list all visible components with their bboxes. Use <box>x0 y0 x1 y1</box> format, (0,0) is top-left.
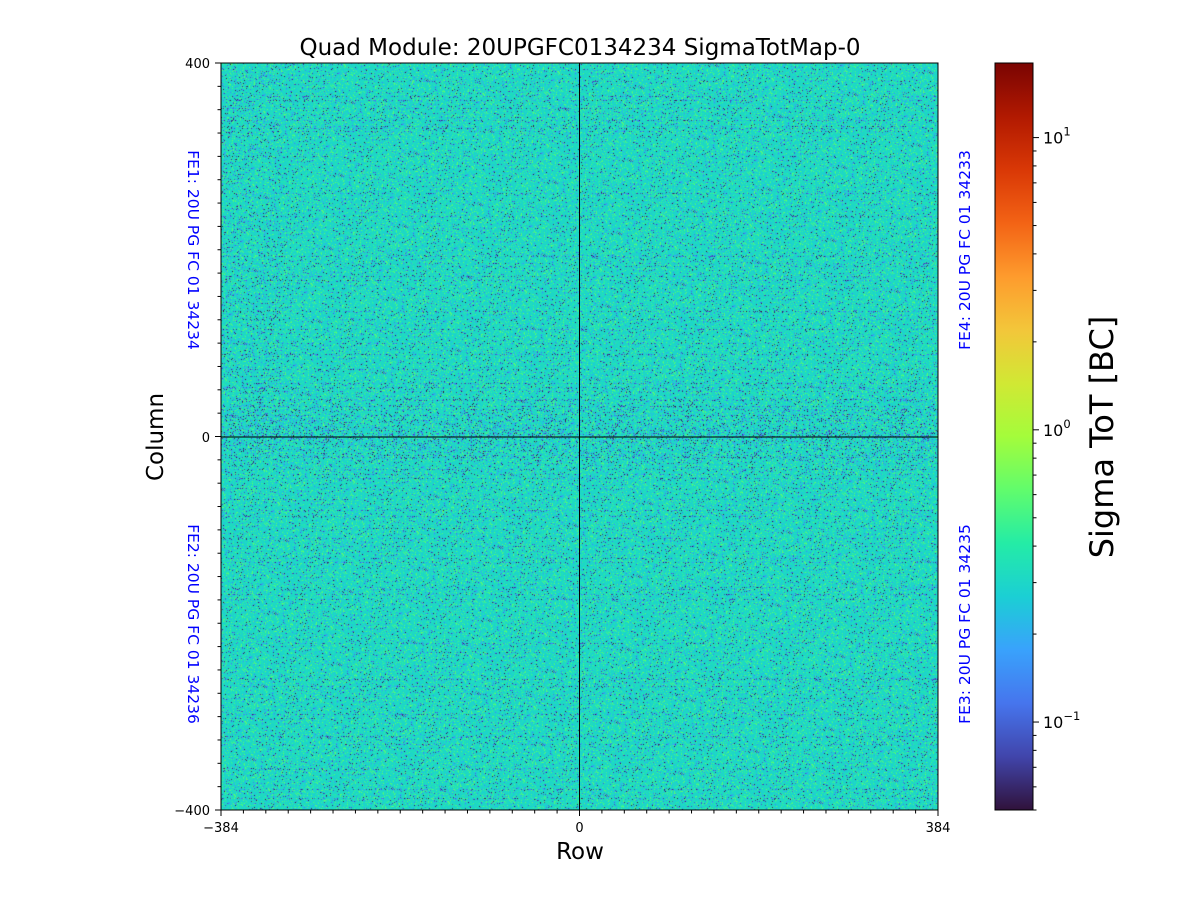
y-tick-label-max: 400 <box>185 57 210 72</box>
y-tick-label-min: −400 <box>174 804 210 819</box>
chip-label-fe2: FE2: 20U PG FC 01 34236 <box>184 524 202 724</box>
colorbar <box>994 62 1034 811</box>
x-tick-label-zero: 0 <box>575 821 583 836</box>
y-axis-ticks <box>215 62 221 811</box>
x-tick-label-max: 384 <box>926 821 951 836</box>
x-axis-ticks <box>220 810 939 816</box>
colorbar-tick-label: 10−1 <box>1043 709 1080 732</box>
y-axis-label: Column <box>143 393 169 481</box>
colorbar-label: Sigma ToT [BC] <box>1083 316 1121 559</box>
chip-label-fe3: FE3: 20U PG FC 01 34235 <box>956 524 974 724</box>
chart-title: Quad Module: 20UPGFC0134234 SigmaTotMap-… <box>300 35 861 61</box>
chip-label-fe1: FE1: 20U PG FC 01 34234 <box>184 150 202 350</box>
colorbar-tick-label: 101 <box>1043 125 1071 148</box>
y-tick-label-zero: 0 <box>202 431 210 446</box>
x-tick-label-min: −384 <box>203 821 239 836</box>
chip-label-fe4: FE4: 20U PG FC 01 34233 <box>956 150 974 350</box>
x-axis-label: Row <box>556 839 604 865</box>
colorbar-tick-label: 100 <box>1043 417 1071 440</box>
colorbar-ticks: 101 100 10−1 <box>1033 125 1080 811</box>
